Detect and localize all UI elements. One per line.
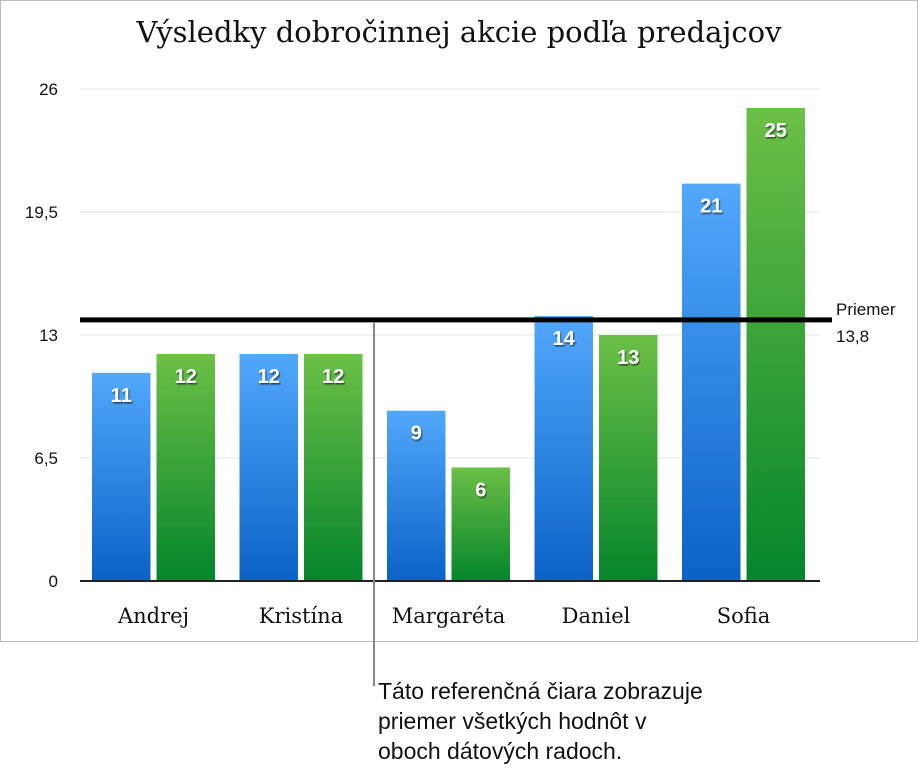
data-label: 12 — [322, 366, 344, 388]
bar — [599, 335, 658, 581]
bar — [682, 183, 741, 581]
annotation-line: Táto referenčná čiara zobrazuje — [378, 678, 703, 704]
chart-title: Výsledky dobročinnej akcie podľa predajc… — [135, 15, 782, 49]
bar — [156, 353, 215, 581]
bar — [387, 410, 446, 581]
y-tick-label: 19,5 — [25, 203, 58, 222]
y-tick-label: 6,5 — [34, 449, 58, 468]
data-label: 12 — [175, 366, 197, 388]
data-label: 14 — [553, 328, 576, 350]
bar — [239, 353, 298, 581]
data-label: 6 — [475, 479, 486, 501]
bar — [451, 467, 510, 581]
data-label: 25 — [765, 120, 787, 142]
x-category-label: Sofia — [717, 604, 771, 628]
bar — [534, 316, 593, 581]
x-category-label: Kristína — [259, 604, 343, 628]
x-category-label: Andrej — [117, 604, 189, 628]
data-label: 9 — [411, 423, 422, 445]
data-label: 13 — [617, 347, 639, 369]
reference-line-label: Priemer — [836, 300, 896, 319]
data-label: 21 — [700, 196, 722, 218]
annotation-text: Táto referenčná čiara zobrazuje priemer … — [378, 676, 838, 766]
annotation-line: priemer všetkých hodnôt v — [378, 708, 647, 734]
x-category-label: Daniel — [562, 604, 631, 628]
y-tick-label: 26 — [39, 80, 58, 99]
annotation-line: oboch dátových radoch. — [378, 738, 623, 764]
bar — [92, 372, 151, 581]
reference-line-value: 13,8 — [836, 327, 869, 346]
bar — [304, 353, 363, 581]
y-tick-label: 0 — [49, 572, 58, 591]
data-label: 11 — [111, 385, 132, 407]
data-label: 12 — [258, 366, 280, 388]
x-category-label: Margaréta — [392, 604, 505, 628]
bar — [746, 107, 805, 581]
y-tick-label: 13 — [39, 326, 58, 345]
